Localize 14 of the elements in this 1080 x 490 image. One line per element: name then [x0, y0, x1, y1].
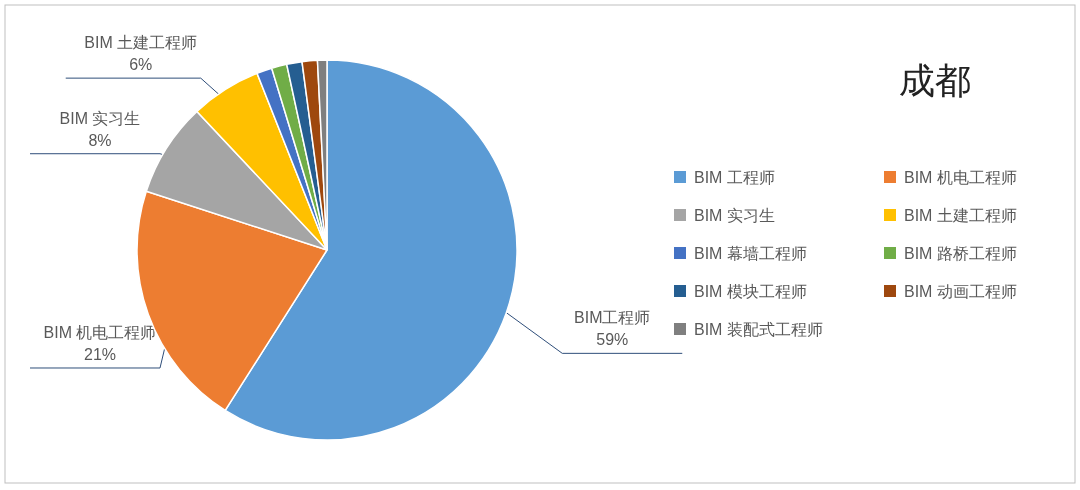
- legend-label: BIM 模块工程师: [694, 283, 807, 300]
- data-label: BIM 机电工程师 21%: [43, 323, 157, 363]
- legend-label: BIM 装配式工程师: [694, 321, 823, 338]
- legend-label: BIM 实习生: [694, 207, 775, 224]
- data-label: BIM工程师 59%: [574, 309, 651, 349]
- legend-label: BIM 土建工程师: [904, 207, 1017, 224]
- data-label: BIM 实习生 8%: [59, 109, 141, 149]
- legend-label: BIM 工程师: [694, 169, 775, 186]
- legend-label: BIM 幕墙工程师: [694, 245, 807, 262]
- legend-label: BIM 动画工程师: [904, 283, 1017, 300]
- text: 成都: [899, 60, 971, 101]
- legend-label: BIM 路桥工程师: [904, 245, 1017, 262]
- data-label: BIM 土建工程师 6%: [84, 34, 198, 74]
- legend-label: BIM 机电工程师: [904, 169, 1017, 186]
